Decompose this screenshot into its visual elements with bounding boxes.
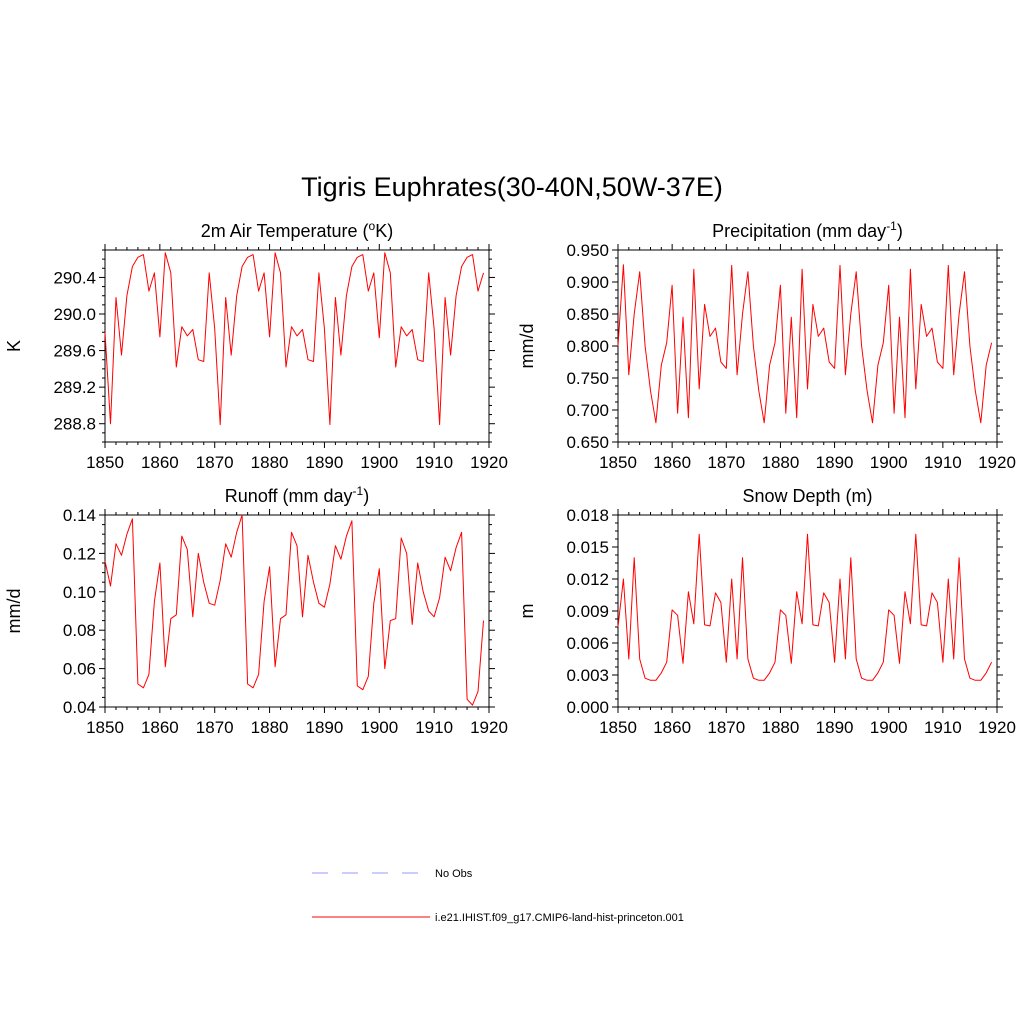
y-tick-label: 0.650 bbox=[566, 433, 609, 452]
x-tick-label: 1910 bbox=[924, 718, 962, 737]
y-tick-label: 0.700 bbox=[566, 401, 609, 420]
x-tick-label: 1890 bbox=[306, 718, 344, 737]
y-tick-label: 290.0 bbox=[53, 305, 96, 324]
x-tick-label: 1860 bbox=[141, 453, 179, 472]
x-tick-label: 1850 bbox=[599, 453, 637, 472]
x-tick-label: 1880 bbox=[762, 718, 800, 737]
panel-precip: Precipitation (mm day-1) 1850 1860 1870 1880… bbox=[517, 219, 1016, 472]
y-tick-label: 289.6 bbox=[53, 342, 96, 361]
y-tick-label: 0.009 bbox=[566, 602, 609, 621]
panel-title-suffix: ) bbox=[363, 486, 369, 506]
y-tick-label: 0.10 bbox=[63, 583, 96, 602]
x-tick-label: 1850 bbox=[599, 718, 637, 737]
panel-snow: Snow Depth (m) 1850 1860 1870 1880 1890 1900 19… bbox=[517, 486, 1016, 737]
x-tick-label: 1920 bbox=[470, 718, 508, 737]
x-tick-label: 1900 bbox=[360, 453, 398, 472]
y-tick-label: 0.003 bbox=[566, 666, 609, 685]
y-axis-label-precip: mm/d bbox=[517, 324, 537, 369]
x-tick-label: 1880 bbox=[251, 453, 289, 472]
plot-frame-temp bbox=[104, 249, 490, 443]
x-tick-label: 1920 bbox=[978, 718, 1016, 737]
x-tick-label: 1880 bbox=[251, 718, 289, 737]
panel-title-superscript: o bbox=[369, 219, 376, 233]
x-tick-label: 1920 bbox=[470, 453, 508, 472]
x-tick-label: 1910 bbox=[415, 718, 453, 737]
x-tick-label: 1850 bbox=[86, 453, 124, 472]
x-tick-label: 1880 bbox=[762, 453, 800, 472]
y-tick-label: 0.950 bbox=[566, 241, 609, 260]
panel-title-suffix: K) bbox=[375, 221, 393, 241]
y-tick-label: 0.006 bbox=[566, 634, 609, 653]
panel-title-superscript: -1 bbox=[886, 219, 897, 233]
series-line-temp bbox=[104, 252, 484, 426]
x-tick-label: 1900 bbox=[870, 718, 908, 737]
figure-title: Tigris Euphrates(30-40N,50W-37E) bbox=[301, 172, 723, 202]
series-line-snow bbox=[617, 533, 993, 681]
panel-runoff: Runoff (mm day-1) 1850 1860 1870 1880 1890 190… bbox=[4, 484, 508, 737]
panel-title-snow: Snow Depth (m) bbox=[742, 486, 872, 506]
y-tick-label: 0.12 bbox=[63, 544, 96, 563]
series-line-precip bbox=[617, 264, 993, 424]
y-tick-label: 0.018 bbox=[566, 506, 609, 525]
y-axis-label-snow: m bbox=[517, 604, 537, 619]
y-axis-label-temp: K bbox=[4, 340, 24, 352]
y-tick-label: 0.08 bbox=[63, 621, 96, 640]
y-tick-label: 0.14 bbox=[63, 506, 96, 525]
y-tick-label: 0.04 bbox=[63, 698, 96, 717]
y-tick-label: 0.012 bbox=[566, 570, 609, 589]
x-tick-label: 1850 bbox=[86, 718, 124, 737]
panel-title-superscript: -1 bbox=[353, 484, 364, 498]
panel-temp: 2m Air Temperature (oK) 1850 1860 1870 1880 1… bbox=[4, 219, 508, 472]
panel-title-text: Snow Depth (m) bbox=[742, 486, 872, 506]
x-tick-label: 1870 bbox=[196, 718, 234, 737]
y-tick-label: 0.750 bbox=[566, 369, 609, 388]
series-line-runoff bbox=[104, 514, 484, 706]
panel-title-temp: 2m Air Temperature (oK) bbox=[201, 219, 393, 241]
x-tick-label: 1900 bbox=[870, 453, 908, 472]
x-tick-label: 1890 bbox=[816, 718, 854, 737]
legend: No Obs i.e21.IHIST.f09_g17.CMIP6-land-hi… bbox=[312, 868, 684, 924]
x-tick-label: 1920 bbox=[978, 453, 1016, 472]
x-tick-label: 1890 bbox=[816, 453, 854, 472]
x-tick-label: 1860 bbox=[653, 718, 691, 737]
x-tick-label: 1910 bbox=[415, 453, 453, 472]
y-tick-label: 288.8 bbox=[53, 415, 96, 434]
legend-label-no-obs: No Obs bbox=[435, 868, 473, 880]
y-axis-label-runoff: mm/d bbox=[4, 589, 24, 634]
x-tick-label: 1870 bbox=[707, 718, 745, 737]
panel-title-text: Precipitation (mm day bbox=[712, 221, 886, 241]
y-tick-label: 0.900 bbox=[566, 273, 609, 292]
y-tick-label: 0.850 bbox=[566, 305, 609, 324]
plot-frame-snow bbox=[617, 514, 998, 708]
x-tick-label: 1870 bbox=[707, 453, 745, 472]
y-tick-label: 290.4 bbox=[53, 268, 96, 287]
y-tick-label: 0.800 bbox=[566, 337, 609, 356]
panel-title-precip: Precipitation (mm day-1) bbox=[712, 219, 903, 241]
panel-title-text: Runoff (mm day bbox=[225, 486, 353, 506]
y-tick-label: 0.000 bbox=[566, 698, 609, 717]
x-tick-label: 1860 bbox=[141, 718, 179, 737]
y-tick-label: 0.06 bbox=[63, 660, 96, 679]
x-tick-label: 1870 bbox=[196, 453, 234, 472]
x-tick-label: 1860 bbox=[653, 453, 691, 472]
y-tick-label: 0.015 bbox=[566, 538, 609, 557]
panel-title-text: 2m Air Temperature ( bbox=[201, 221, 369, 241]
y-tick-label: 289.2 bbox=[53, 378, 96, 397]
legend-label-model: i.e21.IHIST.f09_g17.CMIP6-land-hist-prin… bbox=[435, 912, 684, 924]
x-tick-label: 1900 bbox=[360, 718, 398, 737]
x-tick-label: 1890 bbox=[306, 453, 344, 472]
x-tick-label: 1910 bbox=[924, 453, 962, 472]
panel-title-suffix: ) bbox=[897, 221, 903, 241]
panel-title-runoff: Runoff (mm day-1) bbox=[225, 484, 369, 506]
panels: 2m Air Temperature (oK)1850 1860 1870 1880 1… bbox=[4, 219, 1016, 737]
